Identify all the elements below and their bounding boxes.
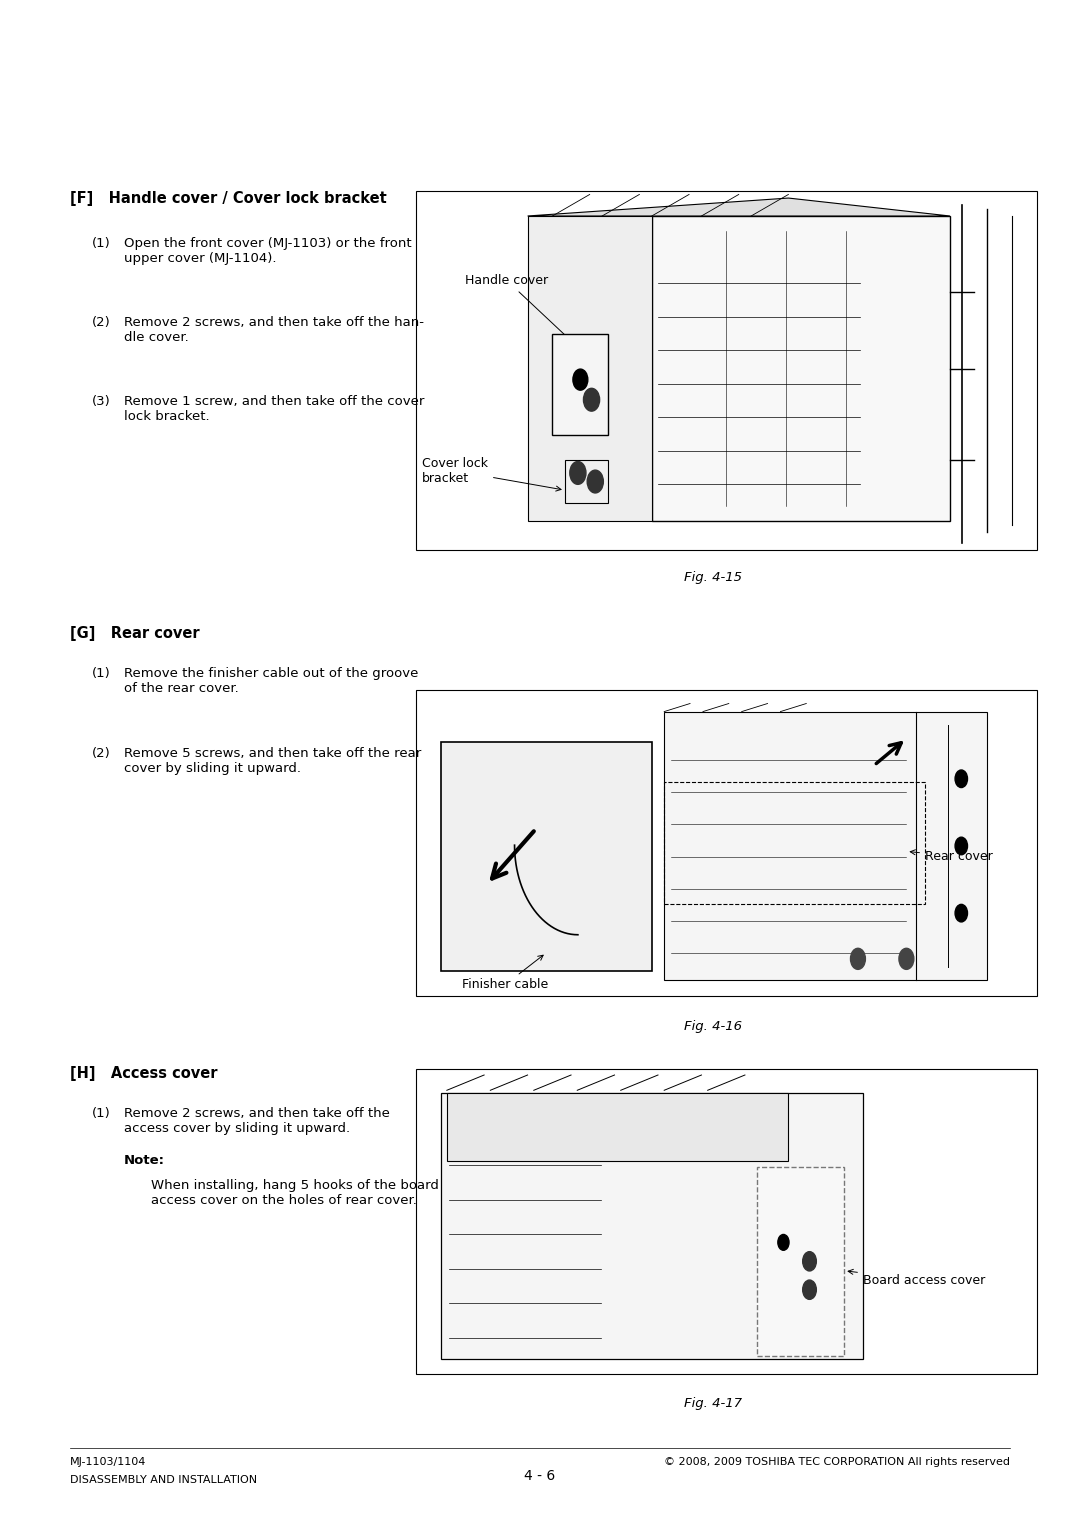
Bar bbox=[441, 1093, 863, 1359]
Bar bbox=[565, 460, 608, 502]
Text: (1): (1) bbox=[92, 1107, 110, 1121]
Circle shape bbox=[572, 370, 588, 391]
Bar bbox=[416, 191, 1037, 550]
Text: [G]   Rear cover: [G] Rear cover bbox=[70, 626, 200, 641]
Text: (3): (3) bbox=[92, 395, 110, 409]
Text: Fig. 4-17: Fig. 4-17 bbox=[684, 1397, 742, 1411]
Circle shape bbox=[955, 837, 968, 855]
Polygon shape bbox=[528, 199, 950, 215]
Circle shape bbox=[588, 470, 604, 493]
Circle shape bbox=[851, 948, 865, 970]
Circle shape bbox=[899, 948, 914, 970]
Text: Rear cover: Rear cover bbox=[910, 849, 993, 863]
Text: MJ-1103/1104: MJ-1103/1104 bbox=[70, 1457, 147, 1467]
Text: Board access cover: Board access cover bbox=[848, 1269, 985, 1287]
Text: Remove 2 screws, and then take off the
access cover by sliding it upward.: Remove 2 screws, and then take off the a… bbox=[124, 1107, 390, 1135]
Text: (1): (1) bbox=[92, 667, 110, 681]
Polygon shape bbox=[528, 215, 652, 521]
Text: DISASSEMBLY AND INSTALLATION: DISASSEMBLY AND INSTALLATION bbox=[70, 1475, 257, 1486]
Circle shape bbox=[570, 461, 586, 484]
Text: (1): (1) bbox=[92, 237, 110, 250]
Text: (2): (2) bbox=[92, 316, 110, 330]
Bar bbox=[416, 690, 1037, 996]
Circle shape bbox=[955, 770, 968, 788]
Text: [H]   Access cover: [H] Access cover bbox=[70, 1066, 218, 1081]
Text: Fig. 4-15: Fig. 4-15 bbox=[684, 571, 742, 585]
Bar bbox=[757, 1167, 845, 1356]
Text: Cover lock
bracket: Cover lock bracket bbox=[422, 457, 561, 492]
Text: Remove the finisher cable out of the groove
of the rear cover.: Remove the finisher cable out of the gro… bbox=[124, 667, 419, 695]
Text: [F]   Handle cover / Cover lock bracket: [F] Handle cover / Cover lock bracket bbox=[70, 191, 387, 206]
Text: © 2008, 2009 TOSHIBA TEC CORPORATION All rights reserved: © 2008, 2009 TOSHIBA TEC CORPORATION All… bbox=[664, 1457, 1010, 1467]
Bar bbox=[441, 742, 652, 971]
Text: Handle cover: Handle cover bbox=[465, 275, 578, 348]
Bar bbox=[652, 215, 950, 521]
Text: Finisher cable: Finisher cable bbox=[462, 956, 548, 991]
Bar bbox=[447, 1093, 788, 1161]
Text: Remove 2 screws, and then take off the han-
dle cover.: Remove 2 screws, and then take off the h… bbox=[124, 316, 424, 344]
Circle shape bbox=[583, 388, 599, 411]
Text: Open the front cover (MJ-1103) or the front
upper cover (MJ-1104).: Open the front cover (MJ-1103) or the fr… bbox=[124, 237, 411, 264]
Text: 4 - 6: 4 - 6 bbox=[525, 1469, 555, 1483]
Bar bbox=[416, 1069, 1037, 1374]
Text: When installing, hang 5 hooks of the board
access cover on the holes of rear cov: When installing, hang 5 hooks of the boa… bbox=[151, 1179, 440, 1206]
Circle shape bbox=[955, 904, 968, 922]
Bar bbox=[664, 782, 924, 904]
Text: Fig. 4-16: Fig. 4-16 bbox=[684, 1020, 742, 1034]
Circle shape bbox=[802, 1280, 816, 1299]
Text: Remove 1 screw, and then take off the cover
lock bracket.: Remove 1 screw, and then take off the co… bbox=[124, 395, 424, 423]
Bar bbox=[553, 334, 608, 435]
Circle shape bbox=[802, 1252, 816, 1270]
Text: Remove 5 screws, and then take off the rear
cover by sliding it upward.: Remove 5 screws, and then take off the r… bbox=[124, 747, 421, 774]
Bar bbox=[664, 712, 987, 980]
Text: (2): (2) bbox=[92, 747, 110, 760]
Circle shape bbox=[778, 1234, 789, 1251]
Text: Note:: Note: bbox=[124, 1154, 165, 1168]
